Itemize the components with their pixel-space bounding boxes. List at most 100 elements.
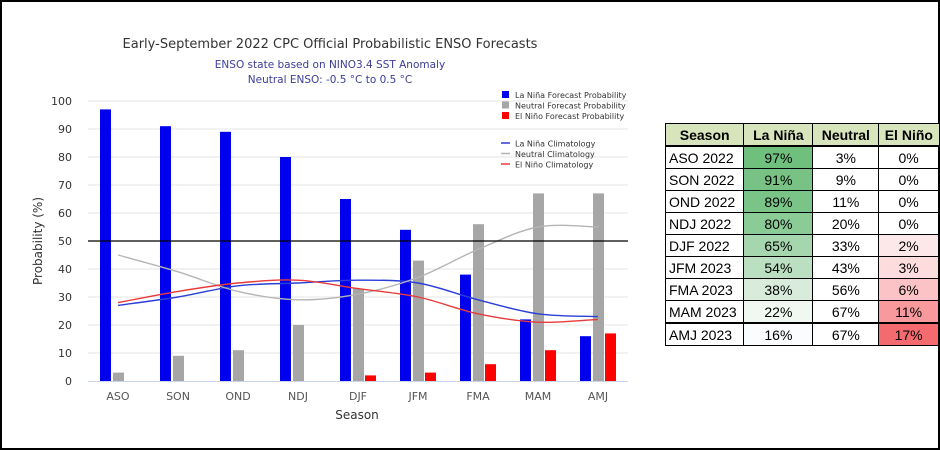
- y-tick-label: 80: [58, 151, 72, 164]
- neutral-cell: 67%: [812, 300, 880, 324]
- table-header-row: Season La Niña Neutral El Niño: [664, 123, 940, 147]
- y-tick-label: 30: [58, 291, 72, 304]
- table-row: MAM 2023 22% 67% 11%: [664, 300, 940, 324]
- bars: [100, 109, 616, 382]
- season-cell: MAM 2023: [664, 300, 745, 324]
- x-axis-label: Season: [335, 408, 379, 422]
- bar-la-ni-a-forecast-probabilityndj: [280, 157, 291, 381]
- bar-la-ni-a-forecast-probabilitydjf: [340, 199, 351, 381]
- season-cell: ASO 2022: [664, 145, 745, 169]
- la-nina-cell: 22%: [743, 300, 814, 324]
- la-nina-cell: 80%: [743, 212, 814, 235]
- x-tick-label: SON: [166, 390, 190, 403]
- x-tick-label: DJF: [349, 390, 367, 403]
- climatology-lines: [117, 224, 599, 324]
- legend-swatch: [502, 112, 509, 119]
- y-axis-ticks: 0 10 20 30 40 50 60 70 80 90 100: [51, 95, 72, 388]
- table-row: AMJ 2023 16% 67% 17%: [664, 322, 940, 346]
- table-row: JFM 2023 54% 43% 3%: [664, 256, 940, 279]
- season-cell: NDJ 2022: [664, 212, 745, 235]
- chart-title: Early-September 2022 CPC Official Probab…: [123, 37, 538, 52]
- legend-label: El Niño Forecast Probability: [515, 112, 624, 121]
- y-tick-label: 70: [58, 179, 72, 192]
- header-la-nina: La Niña: [743, 123, 814, 147]
- bar-la-ni-a-forecast-probabilityond: [220, 131, 231, 381]
- table-row: NDJ 2022 80% 20% 0%: [664, 212, 940, 235]
- x-tick-label: MAM: [525, 390, 552, 403]
- legend-label: Neutral Forecast Probability: [515, 102, 626, 111]
- neutral-cell: 9%: [812, 168, 880, 191]
- el-nino-cell: 0%: [878, 212, 940, 235]
- y-tick-label: 10: [58, 347, 72, 360]
- y-tick-label: 90: [58, 123, 72, 136]
- line-la-ni-a-climatology: [117, 279, 599, 318]
- el-nino-cell: 6%: [878, 278, 940, 301]
- y-tick-label: 60: [58, 207, 72, 220]
- x-tick-label: FMA: [466, 390, 490, 403]
- la-nina-cell: 91%: [743, 168, 814, 191]
- bar-neutral-forecast-probabilitymam: [533, 193, 544, 381]
- bar-neutral-forecast-probabilityndj: [293, 325, 304, 381]
- header-el-nino: El Niño: [878, 123, 940, 147]
- neutral-cell: 43%: [812, 256, 880, 279]
- table-row: ASO 2022 97% 3% 0%: [664, 145, 940, 169]
- bar-neutral-forecast-probabilityaso: [113, 372, 124, 381]
- x-tick-label: OND: [225, 390, 250, 403]
- el-nino-cell: 0%: [878, 190, 940, 213]
- neutral-cell: 20%: [812, 212, 880, 235]
- legend-label: Neutral Climatology: [515, 150, 595, 159]
- header-season: Season: [664, 123, 745, 147]
- bar-neutral-forecast-probabilityjfm: [413, 260, 424, 381]
- bar-neutral-forecast-probabilitydjf: [353, 288, 364, 381]
- bar-neutral-forecast-probabilityond: [233, 350, 244, 381]
- table-row: SON 2022 91% 9% 0%: [664, 168, 940, 191]
- bar-la-ni-a-forecast-probabilityamj: [580, 336, 591, 381]
- table-row: DJF 2022 65% 33% 2%: [664, 234, 940, 257]
- chart-subtitle-2: Neutral ENSO: -0.5 °C to 0.5 °C: [248, 74, 412, 86]
- bar-el-ni-o-forecast-probabilityamj: [605, 333, 616, 381]
- bar-la-ni-a-forecast-probabilitymam: [520, 319, 531, 381]
- line-el-ni-o-climatology: [117, 279, 599, 324]
- x-tick-label: JFM: [407, 390, 427, 403]
- la-nina-cell: 54%: [743, 256, 814, 279]
- legend-swatch: [502, 101, 509, 109]
- y-axis-label: Probability (%): [31, 197, 45, 285]
- el-nino-cell: 11%: [878, 300, 940, 324]
- la-nina-cell: 97%: [743, 145, 814, 169]
- season-cell: OND 2022: [664, 190, 745, 213]
- neutral-cell: 11%: [812, 190, 880, 213]
- el-nino-cell: 2%: [878, 234, 940, 257]
- el-nino-cell: 17%: [878, 322, 940, 346]
- y-tick-label: 100: [51, 95, 72, 108]
- x-tick-label: ASO: [106, 390, 130, 403]
- header-neutral: Neutral: [812, 123, 880, 147]
- neutral-cell: 56%: [812, 278, 880, 301]
- table-row: OND 2022 89% 11% 0%: [664, 190, 940, 213]
- legend-label: La Niña Forecast Probability: [515, 91, 627, 100]
- el-nino-cell: 0%: [878, 168, 940, 191]
- legend-swatch: [502, 91, 509, 98]
- bar-el-ni-o-forecast-probabilitymam: [545, 350, 556, 381]
- bar-la-ni-a-forecast-probabilityson: [160, 126, 171, 381]
- x-tick-label: AMJ: [588, 390, 608, 403]
- line-neutral-climatology: [117, 224, 599, 301]
- y-tick-label: 0: [65, 375, 72, 388]
- x-tick-label: NDJ: [288, 390, 308, 403]
- bar-neutral-forecast-probabilityson: [173, 355, 184, 381]
- bar-el-ni-o-forecast-probabilitydjf: [365, 375, 376, 381]
- neutral-cell: 3%: [812, 145, 880, 169]
- bar-neutral-forecast-probabilityfma: [473, 224, 484, 381]
- season-cell: SON 2022: [664, 168, 745, 191]
- legend-label: El Niño Climatology: [515, 161, 593, 170]
- y-tick-label: 50: [58, 235, 72, 248]
- la-nina-cell: 89%: [743, 190, 814, 213]
- bar-el-ni-o-forecast-probabilityjfm: [425, 372, 436, 381]
- table-row: FMA 2023 38% 56% 6%: [664, 278, 940, 301]
- x-axis-ticks: ASO SON OND NDJ DJF JFM FMA MAM AMJ: [106, 390, 608, 403]
- la-nina-cell: 16%: [743, 322, 814, 346]
- el-nino-cell: 0%: [878, 145, 940, 169]
- season-cell: JFM 2023: [664, 256, 745, 279]
- bar-la-ni-a-forecast-probabilityfma: [460, 274, 471, 381]
- legend-label: La Niña Climatology: [515, 140, 596, 149]
